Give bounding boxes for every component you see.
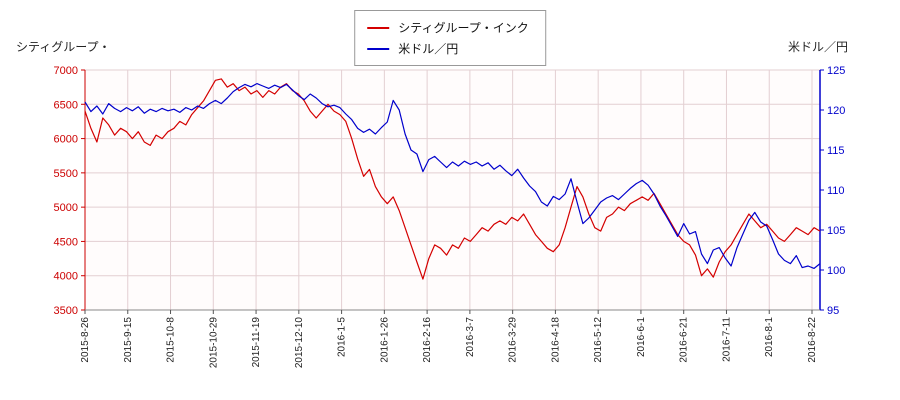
x-axis-tick-label: 2015-8-26 (80, 317, 91, 363)
legend-item-citigroup: シティグループ・インク (367, 17, 529, 38)
left-axis-tick-label: 4500 (54, 236, 78, 248)
left-axis-tick-label: 6500 (54, 99, 78, 111)
right-axis-tick-label: 110 (827, 185, 845, 197)
right-axis-tick-label: 125 (827, 65, 845, 77)
right-axis-tick-label: 120 (827, 105, 845, 117)
legend-label-citigroup: シティグループ・インク (398, 21, 529, 35)
right-axis-labels: 125 120 115 110 105 100 95 (820, 65, 845, 317)
x-axis-tick-label: 2016-8-22 (807, 317, 818, 363)
citigroup-line (84, 78, 821, 280)
x-axis-tick-label: 2015-9-15 (123, 317, 134, 363)
citigroup-line-swatch (367, 26, 390, 29)
x-axis-tick-label: 2016-3-7 (465, 317, 476, 357)
left-axis-tick-label: 7000 (54, 65, 78, 77)
x-axis-tick-label: 2016-6-1 (636, 317, 647, 357)
x-axis-tick-label: 2016-7-11 (721, 317, 732, 362)
x-axis-tick-label: 2016-6-21 (679, 317, 690, 363)
left-axis-tick-label: 5000 (54, 202, 78, 214)
right-axis-tick-label: 95 (827, 305, 839, 317)
left-axis-tick-label: 6000 (54, 134, 78, 146)
x-axis-tick-label: 2015-11-19 (251, 317, 262, 368)
usdjpy-line (84, 82, 821, 269)
usdjpy-line-swatch (367, 47, 390, 50)
x-axis-tick-label: 2016-1-5 (337, 317, 348, 357)
right-axis-tick-label: 105 (827, 225, 845, 237)
x-axis-tick-label: 2016-3-29 (508, 317, 519, 363)
x-axis-tick-label: 2015-10-29 (208, 317, 219, 369)
right-axis-title: 米ドル／円 (787, 40, 848, 54)
left-axis-tick-label: 5500 (54, 168, 78, 180)
right-axis-tick-label: 100 (827, 265, 845, 277)
plot-background (85, 70, 820, 310)
x-axis-tick-label: 2016-1-26 (379, 317, 390, 363)
left-axis-tick-label: 3500 (54, 305, 78, 317)
x-axis-tick-label: 2016-8-1 (764, 317, 775, 357)
x-axis-tick-label: 2016-5-12 (593, 317, 604, 363)
left-axis-labels: 7000 6500 6000 5500 5000 4500 4000 3500 (54, 65, 85, 317)
x-axis-labels: 2015-8-26 2015-9-15 2015-10-8 2015-10-29 201… (80, 310, 818, 368)
legend-item-usdjpy: 米ドル／円 (367, 38, 529, 59)
legend-label-usdjpy: 米ドル／円 (398, 42, 459, 56)
right-axis-tick-label: 115 (827, 145, 845, 157)
left-axis-tick-label: 4000 (54, 271, 78, 283)
x-axis-tick-label: 2016-4-18 (550, 317, 561, 363)
x-axis-tick-label: 2015-10-8 (166, 317, 177, 363)
x-axis-tick-label: 2016-2-16 (422, 317, 433, 363)
x-axis-tick-label: 2015-12-10 (294, 317, 305, 369)
left-axis-title: シティグループ・ (16, 40, 111, 54)
legend: シティグループ・インク 米ドル／円 (354, 10, 546, 66)
